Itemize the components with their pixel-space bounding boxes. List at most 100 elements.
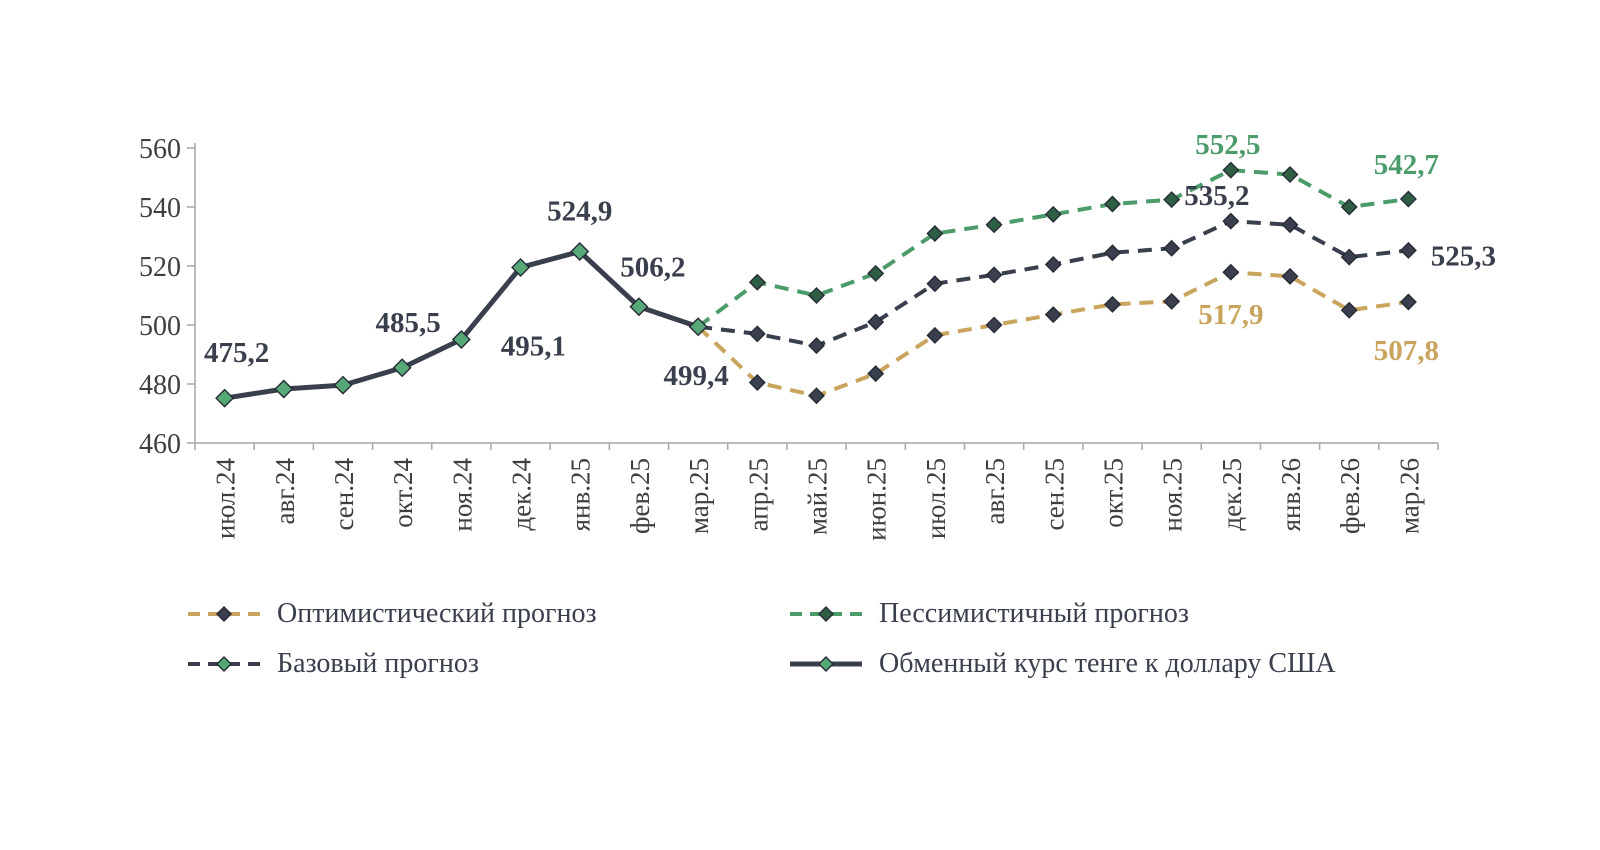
data-point-marker: [1222, 263, 1240, 281]
data-label: 495,1: [501, 330, 566, 362]
data-point-marker: [1281, 267, 1299, 285]
data-point-marker: [1340, 301, 1358, 319]
data-point-marker: [1399, 293, 1417, 311]
data-point-marker: [748, 374, 766, 392]
x-tick-label: ноя.24: [447, 458, 477, 532]
data-point-marker: [216, 656, 232, 672]
data-point-marker: [985, 316, 1003, 334]
data-point-marker: [926, 326, 944, 344]
data-point-marker: [808, 337, 825, 355]
data-point-marker: [867, 365, 885, 383]
data-point-marker: [1103, 244, 1121, 262]
data-label: 475,2: [204, 337, 269, 369]
data-point-marker: [333, 375, 353, 395]
data-point-marker: [1340, 198, 1358, 216]
x-tick-label: авг.24: [270, 458, 300, 525]
data-point-marker: [1281, 166, 1299, 184]
data-label: 525,3: [1431, 240, 1496, 272]
data-label: 517,9: [1198, 299, 1263, 331]
data-point-marker: [1222, 161, 1240, 179]
x-tick-label: янв.25: [566, 458, 596, 531]
series-line-3: [215, 242, 708, 408]
y-tick-label: 560: [139, 134, 181, 165]
line-chart-canvas: 460 480 500 520 540 560 июл.24 авг.24 сен.24 окт.…: [139, 129, 1496, 541]
data-label: 499,4: [663, 360, 728, 392]
x-tick-label: дек.24: [507, 458, 537, 531]
data-point-marker: [985, 266, 1003, 284]
x-tick-label: окт.25: [1098, 458, 1128, 528]
y-tick-label: 520: [139, 252, 181, 283]
data-point-marker: [867, 264, 885, 282]
data-point-marker: [1163, 292, 1181, 310]
x-tick-label: сен.25: [1039, 458, 1069, 531]
legend-item-pessimistic-forecast: Пессимистичный прогноз: [787, 598, 1336, 630]
x-tick-label: мар.25: [684, 458, 714, 534]
y-tick-label: 460: [139, 429, 181, 460]
legend-label-optimistic: Оптимистический прогноз: [277, 598, 597, 629]
data-label: 485,5: [376, 307, 441, 339]
x-tick-label: янв.26: [1276, 458, 1306, 531]
x-tick-label: сен.24: [329, 458, 359, 531]
x-tick-label: июн.25: [862, 458, 892, 541]
data-point-marker: [867, 313, 885, 331]
data-point-marker: [1281, 216, 1299, 234]
data-point-marker: [818, 606, 834, 622]
x-tick-label: фев.25: [625, 458, 655, 534]
data-point-marker: [1044, 306, 1062, 324]
data-point-marker: [688, 317, 708, 337]
data-point-marker: [1044, 256, 1062, 274]
x-tick-label: окт.24: [388, 458, 418, 528]
data-point-marker: [1163, 191, 1181, 209]
legend-label-exchange-rate: Обменный курс тенге к доллару США: [879, 648, 1336, 679]
data-point-marker: [748, 273, 766, 291]
data-point-marker: [1163, 239, 1181, 257]
data-point-marker: [629, 297, 649, 317]
data-label: 552,5: [1195, 129, 1260, 161]
x-tick-label: фев.26: [1335, 458, 1365, 534]
data-point-marker: [985, 216, 1003, 234]
data-point-marker: [215, 388, 235, 408]
data-point-marker: [1103, 195, 1121, 213]
x-tick-label: июл.25: [921, 458, 951, 539]
x-tick-label: июл.24: [211, 458, 241, 540]
legend-line-pessimistic-icon: [790, 606, 862, 622]
data-point-marker: [570, 242, 590, 262]
x-tick-label: мар.26: [1394, 458, 1424, 534]
legend-item-base-forecast: Базовый прогноз: [185, 648, 787, 680]
x-tick-label: ноя.25: [1158, 458, 1188, 532]
data-point-marker: [451, 329, 471, 349]
data-point-marker: [511, 257, 531, 277]
legend-line-exchange-rate-icon: [790, 656, 862, 672]
series-path: [696, 270, 1409, 398]
data-point-marker: [926, 225, 944, 243]
data-point-marker: [1222, 212, 1240, 230]
data-label: 507,8: [1374, 335, 1439, 367]
x-tick-label: апр.25: [743, 458, 773, 531]
data-point-marker: [1399, 190, 1417, 208]
data-point-marker: [392, 358, 412, 378]
data-point-marker: [1340, 248, 1358, 266]
legend-item-exchange-rate: Обменный курс тенге к доллару США: [787, 648, 1336, 680]
legend-label-base: Базовый прогноз: [277, 648, 479, 679]
data-point-marker: [748, 325, 766, 343]
y-tick-label: 500: [139, 311, 181, 342]
series-line-2: [689, 212, 1417, 355]
data-point-marker: [926, 275, 944, 293]
data-point-marker: [1399, 241, 1417, 259]
data-point-marker: [216, 606, 232, 622]
data-point-marker: [274, 379, 294, 399]
series-line-0: [689, 263, 1417, 405]
legend-label-pessimistic: Пессимистичный прогноз: [879, 598, 1189, 629]
x-tick-label: авг.25: [980, 458, 1010, 525]
data-point-marker: [1103, 295, 1121, 313]
y-tick-label: 540: [139, 193, 181, 224]
legend-line-optimistic-icon: [188, 606, 260, 622]
x-tick-label: дек.25: [1217, 458, 1247, 531]
data-label: 542,7: [1374, 149, 1439, 181]
data-label: 524,9: [547, 196, 612, 228]
y-tick-label: 480: [139, 370, 181, 401]
data-point-marker: [818, 656, 834, 672]
data-label: 535,2: [1184, 180, 1249, 212]
chart-legend: Оптимистический прогноз Пессимистичный п…: [185, 598, 1336, 680]
